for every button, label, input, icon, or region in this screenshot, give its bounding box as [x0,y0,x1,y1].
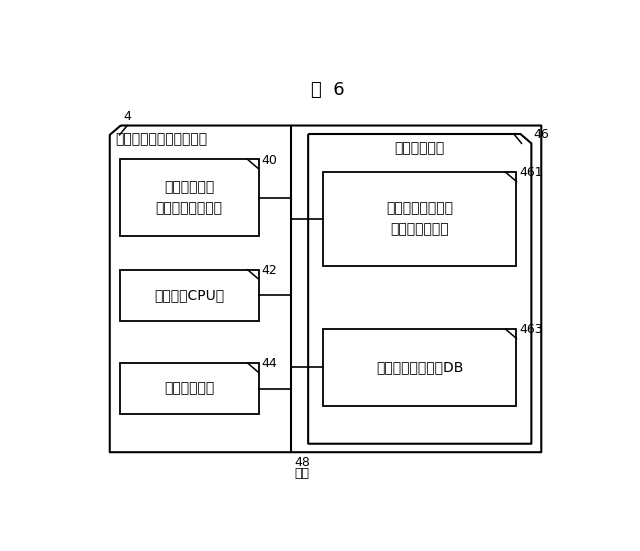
Text: サービス機器情報
管理プログラム: サービス機器情報 管理プログラム [387,202,453,236]
Text: 制御部（CPU）: 制御部（CPU） [154,288,224,302]
Text: 図  6: 図 6 [311,81,345,99]
Text: サービス機器情報DB: サービス機器情報DB [376,360,463,374]
Text: 42: 42 [261,264,276,277]
Text: 48: 48 [295,456,310,469]
Text: 44: 44 [261,357,276,370]
Text: 461: 461 [519,166,543,180]
Text: 4: 4 [123,110,131,123]
Text: 内部記憶装置: 内部記憶装置 [395,142,445,155]
Text: バス: バス [295,467,310,480]
Text: 463: 463 [519,323,543,336]
Text: 40: 40 [261,154,277,166]
Text: 46: 46 [534,128,550,141]
Text: データ収集ゲートウェイ: データ収集ゲートウェイ [116,132,208,146]
Text: 外部記憶装置: 外部記憶装置 [164,381,214,396]
Text: ネットワーク
インターフェース: ネットワーク インターフェース [156,180,223,215]
